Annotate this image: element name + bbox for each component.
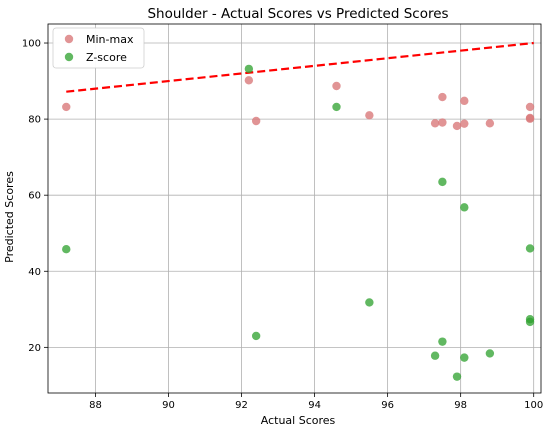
- y-axis-label: Predicted Scores: [3, 171, 16, 263]
- x-tick-label: 90: [162, 400, 175, 411]
- data-point-min-max: [438, 92, 447, 102]
- data-point-min-max: [525, 114, 535, 123]
- reference-line: [66, 41, 534, 93]
- x-tick-label: 88: [89, 400, 102, 411]
- legend-label-z-score: Z-score: [86, 51, 127, 64]
- data-point-z-score: [485, 349, 495, 358]
- legend-marker-min-max: [64, 34, 74, 44]
- x-tick-label: 92: [235, 400, 248, 411]
- data-point-min-max: [460, 96, 469, 106]
- x-tick-label: 98: [454, 400, 467, 411]
- data-points: [62, 64, 535, 381]
- y-tick-label: 20: [28, 343, 41, 354]
- x-tick-label: 100: [524, 400, 543, 411]
- legend-box: [52, 27, 145, 69]
- data-point-min-max: [251, 116, 261, 126]
- reference-line-group: [66, 41, 534, 93]
- data-point-z-score: [251, 331, 261, 341]
- data-point-z-score: [430, 351, 440, 360]
- data-point-z-score: [460, 353, 469, 362]
- data-point-min-max: [438, 118, 447, 127]
- data-point-min-max: [332, 81, 341, 91]
- data-point-z-score: [62, 245, 71, 254]
- chart-title: Shoulder - Actual Scores vs Predicted Sc…: [147, 6, 448, 22]
- x-tick-label: 94: [308, 400, 321, 411]
- data-point-min-max: [485, 119, 495, 128]
- data-point-z-score: [525, 317, 535, 327]
- data-point-z-score: [332, 102, 341, 112]
- data-point-z-score: [452, 372, 462, 381]
- data-point-min-max: [460, 119, 469, 128]
- x-axis-label: Actual Scores: [261, 414, 336, 427]
- legend-label-min-max: Min-max: [86, 33, 134, 46]
- y-axis-ticks: 20 40 60 80 100: [22, 39, 48, 354]
- y-tick-label: 80: [28, 115, 41, 126]
- data-point-z-score: [438, 337, 447, 346]
- data-point-z-score: [525, 244, 535, 253]
- data-point-z-score: [244, 64, 254, 74]
- x-tick-label: 96: [381, 400, 394, 411]
- data-point-z-score: [365, 298, 374, 307]
- grid-lines: [48, 24, 541, 393]
- y-tick-label: 60: [28, 191, 41, 202]
- data-point-min-max: [525, 102, 535, 112]
- data-point-z-score: [438, 177, 447, 187]
- data-point-z-score: [460, 203, 469, 212]
- y-tick-label: 40: [28, 267, 41, 278]
- data-point-min-max: [244, 76, 254, 85]
- plot-area: 88 90 92 94 96 98 100 20 40 60 80 100: [22, 23, 543, 411]
- plot-frame: [47, 23, 542, 394]
- x-axis-ticks: 88 90 92 94 96 98 100: [89, 393, 543, 411]
- data-point-min-max: [452, 121, 462, 131]
- data-point-min-max: [430, 119, 440, 128]
- legend-marker-z-score: [64, 52, 74, 62]
- legend: Min-max Z-score: [52, 27, 145, 69]
- data-point-min-max: [365, 111, 374, 120]
- data-point-min-max: [62, 102, 71, 112]
- y-tick-label: 100: [22, 39, 41, 50]
